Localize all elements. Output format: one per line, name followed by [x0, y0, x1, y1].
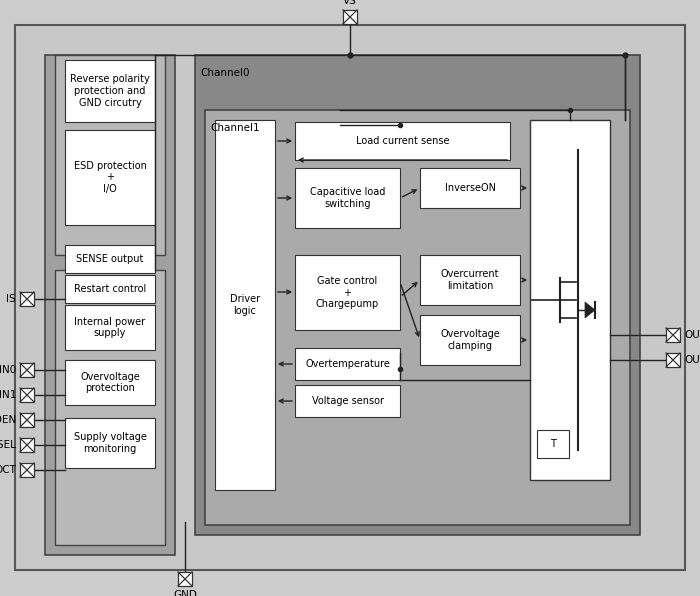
Text: Driver
logic: Driver logic [230, 294, 260, 316]
Text: T: T [550, 439, 556, 449]
Bar [205, 110, 630, 525]
Text: OUT0: OUT0 [684, 330, 700, 340]
Text: IN0: IN0 [0, 365, 16, 375]
Bar [420, 315, 520, 365]
Text: DEN: DEN [0, 415, 16, 425]
Bar [65, 245, 155, 273]
Text: Overtemperature: Overtemperature [305, 359, 390, 369]
Bar [343, 10, 357, 24]
Text: Voltage sensor: Voltage sensor [312, 396, 384, 406]
Bar [215, 120, 275, 490]
Bar [195, 55, 640, 535]
Bar [65, 418, 155, 468]
Text: SENSE output: SENSE output [76, 254, 144, 264]
Text: Reverse polarity
protection and
GND circutry: Reverse polarity protection and GND circ… [70, 74, 150, 108]
Bar [20, 363, 34, 377]
Text: IS: IS [6, 294, 16, 304]
Bar [20, 463, 34, 477]
Bar [20, 388, 34, 402]
Text: Gate control
+
Chargepump: Gate control + Chargepump [316, 276, 379, 309]
Bar [537, 430, 569, 458]
Bar [178, 572, 192, 586]
Bar [20, 413, 34, 427]
Text: Overvoltage
clamping: Overvoltage clamping [440, 329, 500, 351]
Bar [20, 438, 34, 452]
Bar [420, 255, 520, 305]
Bar [65, 305, 155, 350]
Text: DSEL: DSEL [0, 440, 16, 450]
Bar [295, 122, 510, 160]
Text: VS: VS [343, 0, 357, 6]
Text: OUT1: OUT1 [684, 355, 700, 365]
Bar [420, 168, 520, 208]
Bar [55, 270, 165, 545]
Text: Load current sense: Load current sense [356, 136, 449, 146]
Bar [55, 55, 165, 255]
Bar [530, 120, 610, 480]
Text: ESD protection
+
I/O: ESD protection + I/O [74, 161, 146, 194]
Text: Channel0: Channel0 [200, 68, 249, 78]
Text: Internal power
supply: Internal power supply [74, 316, 146, 339]
Bar [45, 55, 175, 555]
Text: GND: GND [173, 590, 197, 596]
Text: Supply voltage
monitoring: Supply voltage monitoring [74, 432, 146, 454]
Bar [65, 130, 155, 225]
Text: Capacitive load
switching: Capacitive load switching [310, 187, 385, 209]
Text: Overvoltage
protection: Overvoltage protection [80, 372, 140, 393]
Bar [295, 385, 400, 417]
Text: Channel1: Channel1 [210, 123, 260, 133]
Bar [666, 353, 680, 367]
Text: Restart control: Restart control [74, 284, 146, 294]
Text: IN1: IN1 [0, 390, 16, 400]
Bar [295, 168, 400, 228]
Bar [295, 255, 400, 330]
Text: OCT: OCT [0, 465, 16, 475]
Bar [65, 360, 155, 405]
Bar [666, 328, 680, 342]
Bar [65, 275, 155, 303]
Polygon shape [585, 302, 595, 318]
Bar [65, 60, 155, 122]
Bar [20, 292, 34, 306]
Text: Overcurrent
limitation: Overcurrent limitation [441, 269, 499, 291]
Bar [295, 348, 400, 380]
Text: InverseON: InverseON [444, 183, 496, 193]
